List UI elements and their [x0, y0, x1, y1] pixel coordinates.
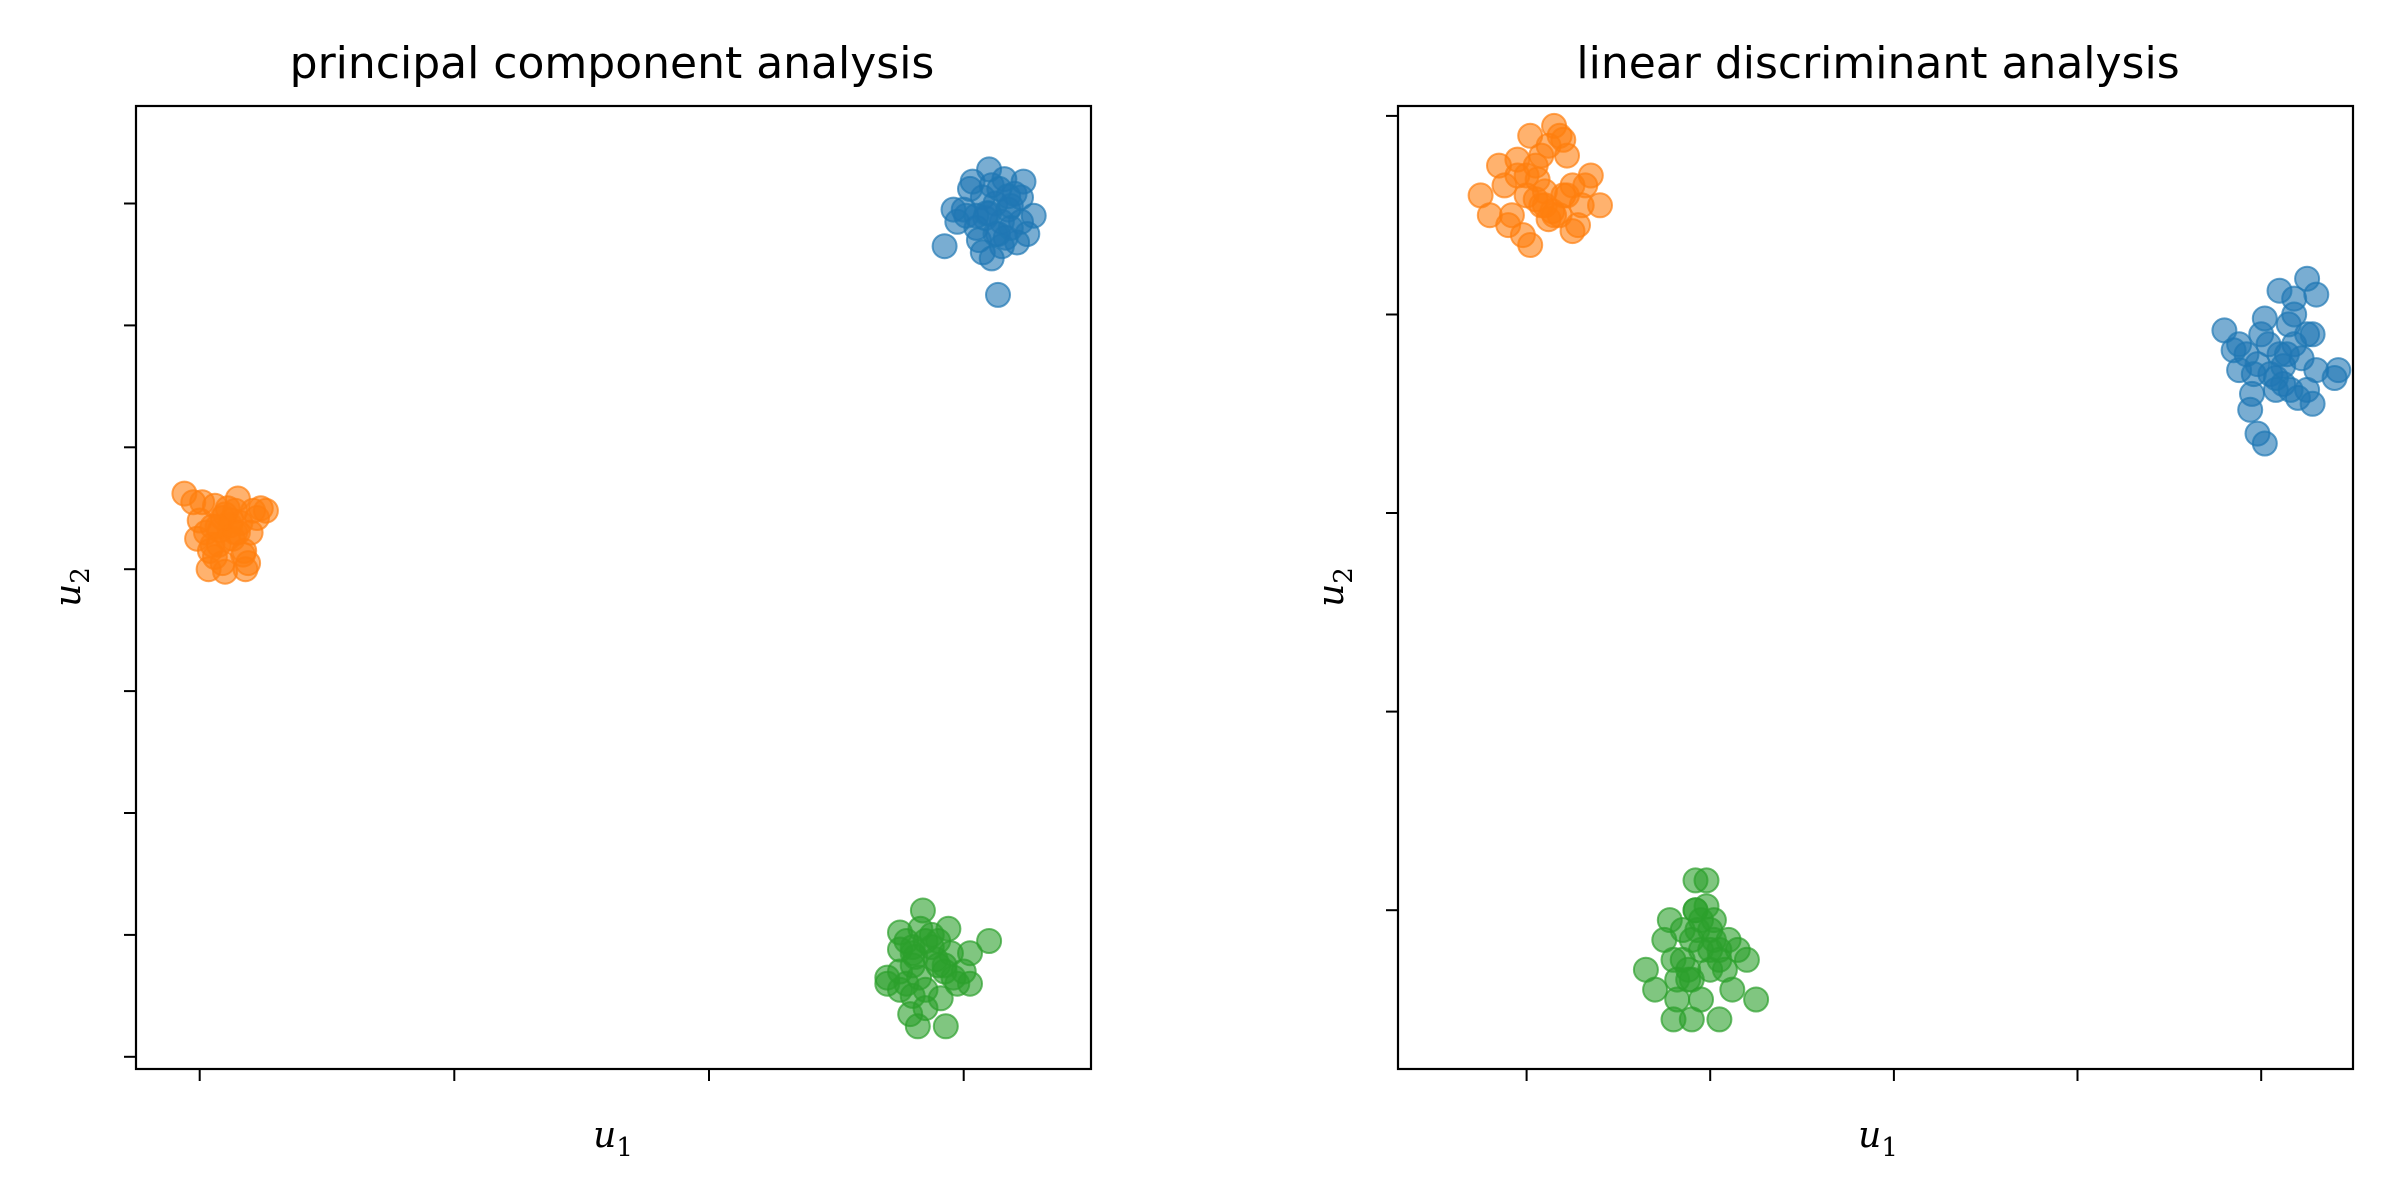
lda-orange-point [1504, 146, 1531, 173]
lda-orange-point [1491, 172, 1518, 199]
lda-ticks [1386, 114, 2263, 1081]
lda-orange-point [1517, 122, 1544, 149]
pca-green-point [976, 928, 1003, 954]
lda-blue-point [2294, 265, 2321, 292]
lda-x-axis-label-sub: 1 [1881, 1133, 1898, 1163]
lda-green-point [1678, 1006, 1705, 1033]
pca-y-axis-label-main: u [48, 584, 89, 607]
lda-x-axis-label-main: u [1858, 1115, 1881, 1156]
pca-orange-point [180, 489, 207, 516]
pca-green-point [957, 940, 983, 967]
lda-blue-point [2299, 390, 2326, 417]
pca-green-point [897, 1001, 924, 1028]
pca-blue-point [931, 233, 958, 260]
lda-green-point [1684, 917, 1711, 943]
pca-blue-point [985, 281, 1011, 308]
lda-orange-point [1587, 192, 1613, 219]
pca-blue-point [940, 196, 967, 223]
lda-green-point [1719, 976, 1746, 1003]
lda-points [1467, 112, 2352, 1033]
lda-title: linear discriminant analysis [1576, 38, 2179, 89]
lda-blue-point [2251, 305, 2278, 332]
pca-plot-frame [134, 104, 1093, 1071]
pca-green-point [932, 1013, 959, 1040]
lda-green-point [1706, 936, 1733, 963]
pca-points [171, 156, 1047, 1040]
pca-title: principal component analysis [290, 38, 935, 89]
pca-x-axis-label: u1 [593, 1115, 633, 1163]
pca-blue-point [973, 200, 1000, 227]
pca-green-point [899, 934, 926, 961]
pca-green-point [940, 964, 967, 991]
lda-y-axis-label: u2 [1311, 567, 1359, 607]
lda-green-point [1743, 986, 1770, 1013]
lda-orange-point [1476, 202, 1503, 229]
lda-green-point [1733, 946, 1760, 973]
lda-x-axis-label: u1 [1858, 1115, 1898, 1163]
pca-ticks [124, 202, 965, 1081]
pca-orange-point [232, 556, 259, 583]
lda-blue-point [2299, 321, 2326, 348]
pca-green-point [874, 970, 901, 997]
pca-orange-point [195, 556, 222, 583]
lda-blue-point [2226, 331, 2253, 358]
lda-orange-point [1546, 202, 1573, 229]
lda-panel: linear discriminant analysis u1 u2 [1311, 38, 2355, 1163]
lda-green-point [1664, 966, 1691, 993]
lda-green-point [1693, 867, 1720, 894]
lda-orange-point [1550, 126, 1577, 153]
pca-blue-point [1008, 184, 1034, 211]
lda-blue-point [2281, 301, 2308, 328]
pca-x-axis-label-sub: 1 [616, 1133, 633, 1163]
lda-blue-point [2277, 376, 2304, 403]
lda-orange-point [1517, 232, 1544, 258]
lda-orange-point [1524, 166, 1551, 193]
pca-y-axis-label-sub: 2 [66, 567, 96, 584]
lda-blue-point [2321, 365, 2348, 391]
lda-plot-frame [1396, 104, 2355, 1071]
lda-green-point [1706, 1006, 1733, 1033]
pca-panel: principal component analysis u1 u2 [48, 38, 1093, 1163]
pca-orange-point [224, 485, 251, 512]
pca-blue-point [1020, 202, 1047, 229]
pca-orange-point [204, 513, 231, 540]
lda-y-axis-label-sub: 2 [1329, 567, 1359, 584]
lda-blue-point [2251, 430, 2278, 457]
pca-y-axis-label: u2 [48, 567, 96, 607]
lda-orange-point [1498, 202, 1525, 229]
pca-blue-point [997, 214, 1024, 241]
pca-x-axis-label-main: u [593, 1115, 616, 1156]
pca-orange-point [252, 497, 279, 524]
lda-blue-point [2237, 396, 2264, 423]
pca-blue-point [978, 245, 1005, 272]
lda-y-axis-label-main: u [1311, 584, 1352, 607]
lda-blue-point [2240, 361, 2267, 388]
lda-green-point [1656, 907, 1683, 934]
pca-green-point [927, 985, 954, 1012]
lda-blue-point [2266, 277, 2293, 304]
lda-green-point [1632, 956, 1659, 983]
lda-blue-point [2273, 341, 2300, 368]
